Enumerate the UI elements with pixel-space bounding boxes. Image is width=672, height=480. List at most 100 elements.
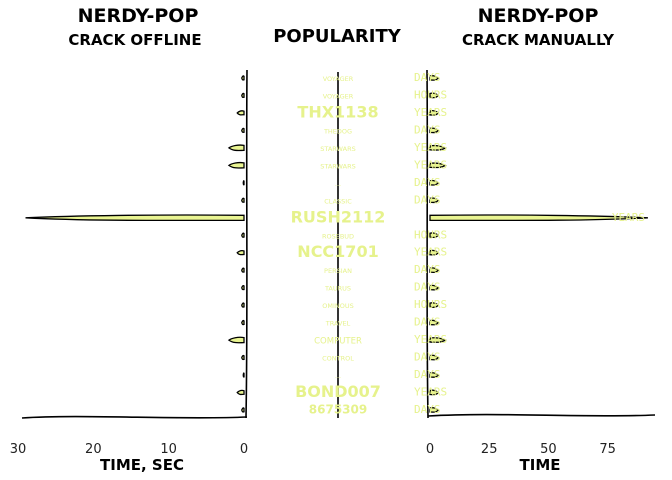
- popularity-word: ...: [335, 372, 341, 380]
- manual-bar-label: DAYS: [414, 123, 441, 136]
- popularity-word: CONTROL: [322, 355, 354, 363]
- manual-bar: [429, 284, 440, 291]
- left-x-axis: [21, 415, 248, 419]
- manual-bar-label: YEARS: [612, 211, 645, 224]
- manual-bar-label: YEARS: [414, 106, 447, 119]
- manual-bar: [429, 319, 440, 326]
- offline-bar: [241, 319, 245, 326]
- offline-bar: [241, 407, 245, 413]
- manual-bar: [429, 92, 440, 99]
- manual-bar-label: HOURS: [414, 228, 447, 241]
- right-x-ticks: 0 25 50 75: [426, 442, 616, 457]
- popularity-words: VOYAGER VOYAGER THX1138 THEDOG STARWARS STARW…: [291, 75, 386, 417]
- manual-bar: [429, 337, 447, 343]
- right-y-axis: [426, 69, 429, 419]
- manual-bar-label: YEARS: [414, 246, 447, 259]
- left-title: NERDY-POP: [78, 5, 199, 27]
- manual-bar-label: DAYS: [414, 368, 441, 381]
- offline-bar: [241, 267, 245, 273]
- popularity-word: VOYAGER: [323, 75, 354, 83]
- popularity-word: TAURUS: [324, 285, 351, 293]
- offline-bar: [241, 92, 245, 99]
- manual-bar-label: YEARS: [414, 386, 447, 399]
- popularity-word: OMINOUS: [322, 302, 354, 310]
- manual-bar: [429, 162, 447, 169]
- left-x-ticks: 30 20 10 0: [10, 442, 248, 457]
- manual-bar: [429, 407, 440, 413]
- manual-bar: [429, 232, 440, 239]
- offline-bar: [227, 336, 245, 344]
- middle-title: POPULARITY: [273, 26, 402, 47]
- offline-bar: [236, 250, 245, 256]
- manual-bar-label: DAYS: [414, 176, 441, 189]
- right-x-tick-label: 0: [426, 442, 434, 457]
- right-x-axis-label: TIME: [520, 456, 561, 474]
- offline-bar: [241, 127, 245, 133]
- manual-bar: [429, 249, 440, 256]
- manual-bar: [429, 75, 440, 81]
- offline-bar: [227, 144, 245, 152]
- right-subtitle: CRACK MANUALLY: [462, 31, 615, 49]
- popularity-word: VOYAGER: [323, 92, 354, 100]
- popularity-word: TRAVEL: [325, 320, 351, 328]
- manual-bar-label: YEARS: [414, 333, 447, 346]
- offline-bar: [25, 214, 245, 222]
- offline-bar: [242, 180, 245, 186]
- offline-bar: [241, 284, 245, 291]
- left-bars: [25, 75, 245, 413]
- manual-bar-label: DAYS: [414, 263, 441, 276]
- left-x-tick-label: 0: [240, 442, 248, 457]
- manual-bar-label: HOURS: [414, 298, 447, 311]
- popularity-word: BOND007: [295, 382, 381, 401]
- manual-bar: [429, 127, 440, 134]
- manual-bar: [429, 179, 440, 186]
- offline-bar: [241, 232, 245, 238]
- popularity-word: ...: [335, 180, 341, 188]
- popularity-word: THEDOG: [323, 127, 352, 135]
- offline-bar: [241, 75, 245, 81]
- manual-bar: [429, 214, 648, 222]
- right-bars: DAYS HOURS YEARS DAYS YEARS YEARS DAYS DAYS YEAR…: [414, 71, 648, 416]
- manual-bar-label: DAYS: [414, 193, 441, 206]
- popularity-word: PERSIAN: [324, 267, 352, 275]
- left-x-axis-label: TIME, SEC: [100, 456, 184, 474]
- middle-axis: [336, 71, 340, 419]
- left-x-tick-label: 20: [85, 442, 102, 457]
- manual-bar-label: HOURS: [414, 88, 447, 101]
- popularity-word: NCC1701: [297, 242, 378, 261]
- popularity-word: STARWARS: [320, 145, 355, 153]
- popularity-word: ROSEBUD: [322, 232, 354, 240]
- popularity-word: CLASSIC: [324, 197, 352, 205]
- offline-bar: [241, 197, 245, 203]
- manual-bar-label: DAYS: [414, 281, 441, 294]
- manual-bar: [429, 197, 440, 204]
- right-x-tick-label: 50: [540, 442, 557, 457]
- manual-bar-label: DAYS: [414, 316, 441, 329]
- right-x-axis: [427, 413, 656, 417]
- offline-bar: [236, 110, 245, 116]
- manual-bar-label: YEARS: [414, 158, 447, 171]
- manual-bar: [429, 389, 440, 396]
- popularity-word: RUSH2112: [291, 207, 386, 226]
- manual-bar: [429, 267, 440, 274]
- popularity-word: COMPUTER: [314, 337, 362, 347]
- manual-bar: [429, 354, 440, 361]
- manual-bar: [429, 372, 440, 378]
- left-x-tick-label: 10: [160, 442, 177, 457]
- offline-bar: [241, 354, 245, 361]
- right-x-tick-label: 75: [599, 442, 616, 457]
- offline-bar: [241, 302, 245, 308]
- manual-bar: [429, 109, 440, 116]
- manual-bar-label: DAYS: [414, 71, 441, 84]
- offline-bar: [227, 161, 245, 169]
- popularity-word: 8675309: [309, 403, 367, 417]
- left-y-axis: [245, 69, 248, 419]
- right-x-tick-label: 25: [481, 442, 498, 457]
- left-subtitle: CRACK OFFLINE: [68, 31, 201, 49]
- popularity-word: STARWARS: [320, 162, 355, 170]
- manual-bar: [429, 144, 447, 151]
- popularity-word: THX1138: [297, 102, 378, 121]
- manual-bar-label: DAYS: [414, 403, 441, 416]
- manual-bar-label: YEARS: [414, 141, 447, 154]
